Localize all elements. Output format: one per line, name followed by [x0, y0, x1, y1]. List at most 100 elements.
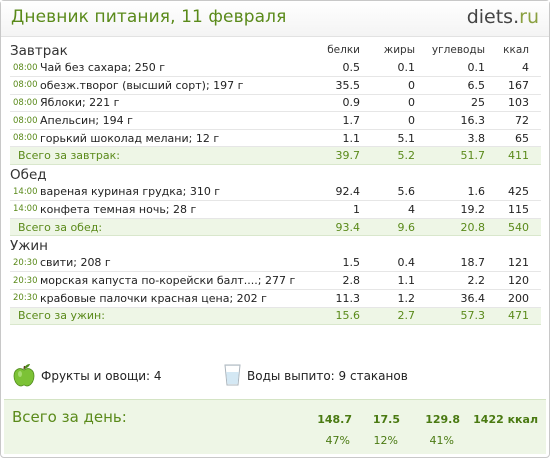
day-kcal: 1422 ккал	[466, 413, 538, 426]
meals-table: Завтрак белки жиры углеводы ккал 08:00 Ч…	[10, 41, 541, 325]
page-title: Дневник питания, 11 февраля	[11, 7, 286, 27]
food-row[interactable]: 20:30 крабовые палочки красная цена; 202…	[10, 290, 541, 308]
total-protein: 39.7	[313, 147, 368, 165]
food-kcal: 120	[493, 272, 541, 290]
logo-main: diets	[467, 6, 513, 28]
day-fat: 17.5	[360, 413, 400, 426]
food-time: 14:00	[10, 183, 40, 201]
total-kcal: 540	[493, 218, 541, 236]
food-kcal: 121	[493, 254, 541, 272]
food-fat: 0.1	[368, 59, 423, 77]
food-protein: 92.4	[313, 183, 368, 201]
food-time: 08:00	[10, 94, 40, 112]
food-name: вареная куриная грудка; 310 г	[40, 183, 313, 201]
food-name: морская капуста по-корейски балт....; 27…	[40, 272, 313, 290]
site-logo[interactable]: diets.ru	[467, 6, 539, 28]
food-fat: 0	[368, 112, 423, 130]
dinner-total-row: Всего за ужин: 15.6 2.7 57.3 471	[10, 307, 541, 325]
food-protein: 2.8	[313, 272, 368, 290]
food-name: Яблоки; 221 г	[40, 94, 313, 112]
column-kcal: ккал	[493, 41, 541, 59]
food-row[interactable]: 08:00 обезж.творог (высший сорт); 197 г …	[10, 77, 541, 95]
dinner-header-row: Ужин	[10, 236, 541, 255]
food-fat: 0.4	[368, 254, 423, 272]
food-row[interactable]: 08:00 Яблоки; 221 г 0.9 0 25 103	[10, 94, 541, 112]
lunch-title: Обед	[10, 165, 541, 184]
diary-header: Дневник питания, 11 февраля diets.ru	[1, 1, 549, 37]
total-protein: 93.4	[313, 218, 368, 236]
food-protein: 1.5	[313, 254, 368, 272]
food-carbs: 18.7	[423, 254, 493, 272]
food-row[interactable]: 20:30 свити; 208 г 1.5 0.4 18.7 121	[10, 254, 541, 272]
food-protein: 1.1	[313, 129, 368, 147]
food-row[interactable]: 08:00 Чай без сахара; 250 г 0.5 0.1 0.1 …	[10, 59, 541, 77]
total-carbs: 20.8	[423, 218, 493, 236]
food-fat: 1.1	[368, 272, 423, 290]
total-label: Всего за ужин:	[10, 307, 313, 325]
food-time: 08:00	[10, 59, 40, 77]
food-time: 08:00	[10, 77, 40, 95]
total-label: Всего за завтрак:	[10, 147, 313, 165]
column-fat: жиры	[368, 41, 423, 59]
food-carbs: 36.4	[423, 290, 493, 308]
day-protein: 148.7	[304, 413, 352, 426]
food-carbs: 25	[423, 94, 493, 112]
food-name: горький шоколад мелани; 12 г	[40, 129, 313, 147]
dinner-title: Ужин	[10, 236, 541, 255]
food-name: крабовые палочки красная цена; 202 г	[40, 290, 313, 308]
food-carbs: 16.3	[423, 112, 493, 130]
food-protein: 35.5	[313, 77, 368, 95]
food-name: Апельсин; 194 г	[40, 112, 313, 130]
food-name: обезж.творог (высший сорт); 197 г	[40, 77, 313, 95]
breakfast-title: Завтрак	[10, 41, 313, 59]
food-protein: 1	[313, 201, 368, 219]
food-carbs: 6.5	[423, 77, 493, 95]
food-fat: 0	[368, 77, 423, 95]
total-label: Всего за обед:	[10, 218, 313, 236]
food-kcal: 167	[493, 77, 541, 95]
food-protein: 1.7	[313, 112, 368, 130]
food-kcal: 72	[493, 112, 541, 130]
food-row[interactable]: 20:30 морская капуста по-корейски балт..…	[10, 272, 541, 290]
food-row[interactable]: 14:00 конфета темная ночь; 28 г 1 4 19.2…	[10, 201, 541, 219]
food-name: конфета темная ночь; 28 г	[40, 201, 313, 219]
apple-icon	[13, 363, 35, 387]
food-row[interactable]: 08:00 горький шоколад мелани; 12 г 1.1 5…	[10, 129, 541, 147]
food-time: 20:30	[10, 290, 40, 308]
food-row[interactable]: 08:00 Апельсин; 194 г 1.7 0 16.3 72	[10, 112, 541, 130]
total-kcal: 411	[493, 147, 541, 165]
day-total-box: Всего за день: 148.7 17.5 129.8 1422 кка…	[4, 399, 546, 454]
food-name: свити; 208 г	[40, 254, 313, 272]
total-kcal: 471	[493, 307, 541, 325]
food-time: 20:30	[10, 272, 40, 290]
food-name: Чай без сахара; 250 г	[40, 59, 313, 77]
food-time: 08:00	[10, 129, 40, 147]
fruits-count: Фрукты и овощи: 4	[41, 369, 162, 383]
food-carbs: 0.1	[423, 59, 493, 77]
food-kcal: 425	[493, 183, 541, 201]
day-protein-percent: 47%	[304, 434, 350, 447]
total-carbs: 57.3	[423, 307, 493, 325]
food-protein: 0.9	[313, 94, 368, 112]
food-time: 20:30	[10, 254, 40, 272]
day-carbs: 129.8	[414, 413, 460, 426]
food-fat: 5.6	[368, 183, 423, 201]
total-fat: 2.7	[368, 307, 423, 325]
total-carbs: 51.7	[423, 147, 493, 165]
food-protein: 0.5	[313, 59, 368, 77]
food-kcal: 103	[493, 94, 541, 112]
food-time: 08:00	[10, 112, 40, 130]
column-carbs: углеводы	[423, 41, 493, 59]
food-kcal: 4	[493, 59, 541, 77]
water-glass-icon	[224, 364, 241, 386]
day-carbs-percent: 41%	[414, 434, 454, 447]
lunch-header-row: Обед	[10, 165, 541, 184]
food-carbs: 1.6	[423, 183, 493, 201]
total-protein: 15.6	[313, 307, 368, 325]
water-count: Воды выпито: 9 стаканов	[247, 369, 408, 383]
extras-row: Фрукты и овощи: 4 Воды выпито: 9 стакано…	[11, 363, 541, 391]
food-row[interactable]: 14:00 вареная куриная грудка; 310 г 92.4…	[10, 183, 541, 201]
food-kcal: 115	[493, 201, 541, 219]
breakfast-header-row: Завтрак белки жиры углеводы ккал	[10, 41, 541, 59]
